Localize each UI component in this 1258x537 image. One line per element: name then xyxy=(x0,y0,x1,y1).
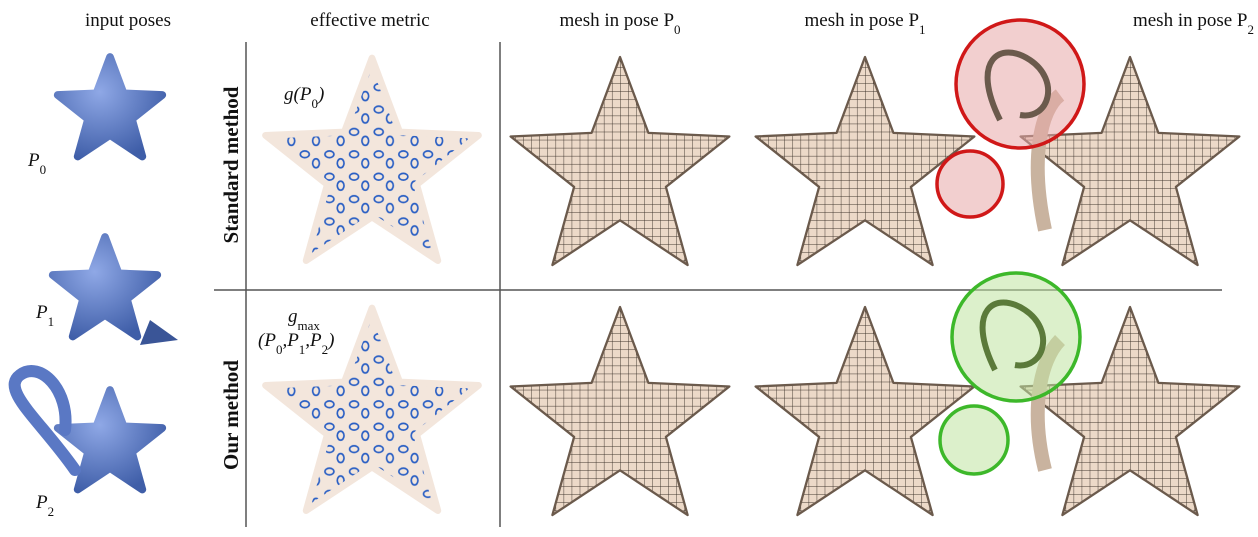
column-header: mesh in pose P1 xyxy=(804,10,925,37)
header-subscript: 1 xyxy=(919,22,926,37)
column-header: effective metric xyxy=(310,10,429,31)
metric-text: g xyxy=(288,306,298,327)
header-text: effective metric xyxy=(310,10,429,31)
metric-text: ,P xyxy=(282,330,299,351)
column-header: mesh in pose P0 xyxy=(559,10,680,37)
pose-label: P1 xyxy=(35,302,54,329)
column-header: input poses xyxy=(85,10,171,31)
pose-symbol: P xyxy=(35,302,48,323)
pose-label: P0 xyxy=(27,150,46,177)
pose-subscript: 0 xyxy=(40,162,47,177)
mesh-star xyxy=(511,307,730,515)
pose-symbol: P xyxy=(35,492,48,513)
body: input poses effective metric mesh in pos… xyxy=(0,0,1258,537)
metric-label: gmax xyxy=(288,306,320,333)
pose-deformation xyxy=(140,320,178,345)
pose-loop xyxy=(15,371,75,470)
zoom-circle xyxy=(956,20,1084,148)
pose-label: P2 xyxy=(35,492,54,519)
metric-text: ) xyxy=(317,84,324,105)
pose-subscript: 1 xyxy=(48,314,55,329)
metric-label: (P0,P1,P2) xyxy=(258,330,334,357)
pose-subscript: 2 xyxy=(48,504,55,519)
metric-text: g(P xyxy=(284,84,312,105)
zoom-circle xyxy=(952,273,1080,401)
header-subscript: 0 xyxy=(674,22,681,37)
header-subscript: 2 xyxy=(1248,22,1255,37)
pose-star xyxy=(58,57,163,156)
header-text: mesh in pose P xyxy=(1133,10,1248,31)
column-header: mesh in pose P2 xyxy=(1133,10,1254,37)
header-text: mesh in pose P xyxy=(559,10,674,31)
zoom-circle xyxy=(937,151,1003,217)
figure: input poses effective metric mesh in pos… xyxy=(0,0,1258,537)
mesh-star xyxy=(756,307,975,515)
metric-text: (P xyxy=(258,330,276,351)
header-text: input poses xyxy=(85,10,171,31)
metric-text: ) xyxy=(327,330,334,351)
row-label: Standard method xyxy=(219,86,243,243)
metric-text: ,P xyxy=(305,330,322,351)
pose-symbol: P xyxy=(27,150,40,171)
page: Figure {"column_headers": [ ["input pose… xyxy=(0,0,1258,537)
mesh-star xyxy=(756,57,975,265)
pose-star xyxy=(53,237,158,336)
mesh-star xyxy=(511,57,730,265)
header-text: mesh in pose P xyxy=(804,10,919,31)
zoom-circle xyxy=(940,406,1008,474)
row-label: Our method xyxy=(219,360,243,470)
metric-label: g(P0) xyxy=(284,84,324,111)
